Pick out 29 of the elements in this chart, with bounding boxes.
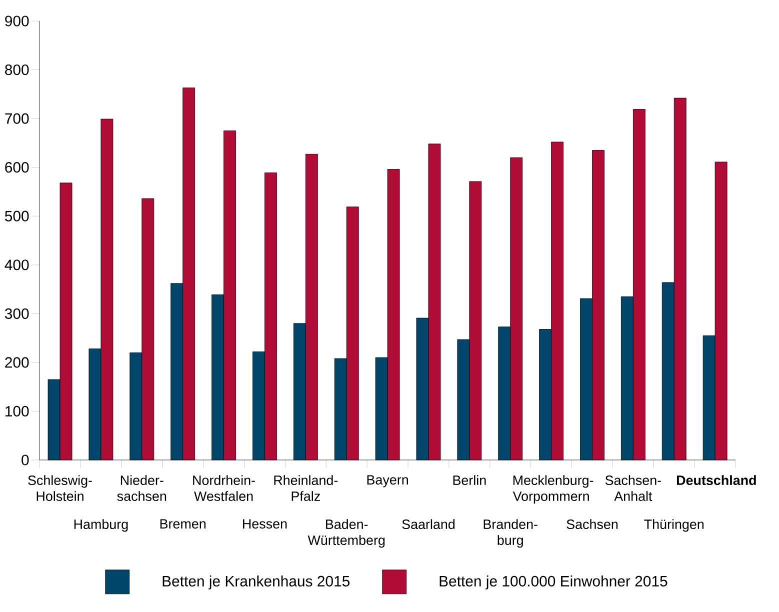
x-tick-label: Sachsen [566, 519, 618, 530]
x-tick-label: Mecklenburg-Vorpommern [512, 475, 594, 504]
y-tick-label: 200 [5, 357, 29, 368]
y-tick-label: 800 [5, 64, 29, 76]
x-tick-label: Hamburg [74, 519, 128, 532]
x-tick-label: Rheinland-Pfalz [274, 475, 338, 501]
legend-label: Betten je 100.000 Einwohner 2015 [440, 576, 668, 590]
x-tick-label: Berlin [453, 475, 486, 486]
y-tick-label: 500 [5, 210, 29, 222]
x-tick-label: Sachsen-Anhalt [605, 475, 661, 501]
x-tick-label: Branden-burg [484, 519, 538, 548]
y-tick-label: 600 [5, 162, 29, 173]
x-tick-label: Bayern [367, 475, 408, 488]
x-tick-label: Baden-Württemberg [308, 519, 385, 548]
x-tick-label: Deutschland [676, 475, 756, 486]
y-tick-label: 100 [6, 406, 29, 416]
y-tick-label: 300 [4, 308, 29, 319]
x-tick-label: Saarland [402, 519, 455, 530]
legend-label: Betten je Krankenhaus 2015 [162, 576, 350, 590]
y-tick-label: 900 [5, 16, 29, 26]
y-tick-label: 400 [4, 260, 29, 270]
x-tick-label: Hessen [243, 519, 287, 529]
x-tick-label: Schleswig-Holstein [28, 475, 92, 501]
x-tick-label: Nordrhein-Westfalen [193, 475, 255, 501]
x-tick-label: Nieder-sachsen [117, 475, 166, 501]
y-tick-label: 700 [5, 113, 29, 124]
x-tick-label: Bremen [160, 519, 206, 529]
y-tick-label: 0 [22, 454, 29, 466]
x-tick-label: Thüringen [644, 519, 704, 532]
